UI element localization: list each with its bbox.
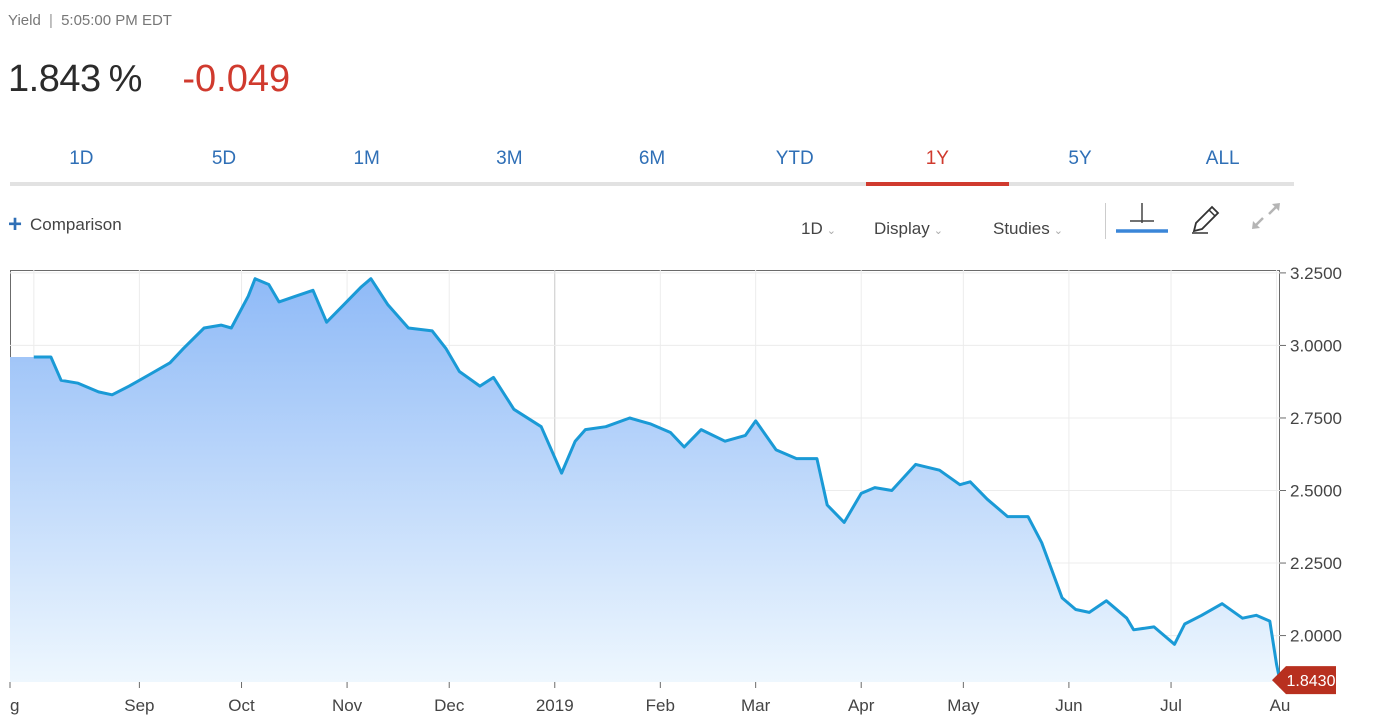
x-tick-label: Oct	[228, 696, 255, 715]
range-tab-1d[interactable]: 1D	[69, 148, 94, 169]
yield-area	[10, 278, 1280, 682]
display-label: Display	[874, 219, 930, 238]
x-tick-label: Apr	[848, 696, 875, 715]
status-separator: |	[48, 12, 53, 29]
range-tab-3m[interactable]: 3M	[496, 148, 523, 169]
x-tick-label: Jul	[1160, 696, 1182, 715]
x-tick-label: Jun	[1055, 696, 1082, 715]
chevron-down-icon: ⌄	[1053, 225, 1063, 237]
x-tick-label: Feb	[646, 696, 675, 715]
x-tick-label: Mar	[741, 696, 771, 715]
studies-label: Studies	[993, 219, 1050, 238]
range-tab-1y[interactable]: 1Y	[866, 140, 1009, 186]
range-tab-1m[interactable]: 1M	[353, 148, 380, 169]
draw-tool-button[interactable]	[1186, 201, 1226, 242]
range-tab-5d[interactable]: 5D	[211, 148, 237, 169]
range-tabs: 1D 5D 1M 3M 6M YTD 1Y 5Y ALL	[10, 140, 1294, 186]
expand-icon	[1252, 203, 1280, 229]
y-tick-label: 3.2500	[1290, 264, 1342, 283]
comparison-button[interactable]: + Comparison	[8, 211, 122, 238]
last-value: 1.843	[8, 58, 101, 100]
y-tick-label: 2.2500	[1290, 554, 1342, 573]
fullscreen-button[interactable]	[1246, 199, 1286, 240]
pencil-icon	[1192, 205, 1220, 234]
x-tick-label: Au	[1270, 696, 1291, 715]
y-tick-label: 2.5000	[1290, 482, 1342, 501]
range-tab-5y[interactable]: 5Y	[1068, 148, 1092, 169]
interval-dropdown[interactable]: 1D ⌄	[801, 219, 836, 239]
quote-time: 5:05:00 PM EDT	[61, 12, 172, 29]
comparison-label: Comparison	[30, 215, 122, 234]
y-tick-label: 2.7500	[1290, 409, 1342, 428]
x-tick-label: Sep	[124, 696, 154, 715]
x-tick-label: 2019	[536, 696, 574, 715]
chevron-down-icon: ⌄	[933, 225, 943, 237]
range-tab-all[interactable]: ALL	[1205, 148, 1240, 169]
chart-toolbar: + Comparison 1D ⌄ Display ⌄ Studies ⌄	[8, 203, 1298, 253]
toolbar-divider	[1105, 203, 1106, 239]
chevron-down-icon: ⌄	[826, 225, 836, 237]
y-tick-label: 3.0000	[1290, 336, 1342, 355]
y-tick-label: 2.0000	[1290, 627, 1342, 646]
crosshair-icon	[1116, 203, 1168, 233]
change-value: -0.049	[182, 58, 291, 100]
quote-row: 1.843 % -0.049	[8, 58, 290, 101]
interval-label: 1D	[801, 219, 823, 238]
studies-dropdown[interactable]: Studies ⌄	[993, 219, 1063, 239]
x-tick-label: Nov	[332, 696, 363, 715]
x-tick-label: Dec	[434, 696, 465, 715]
range-tab-6m[interactable]: 6M	[638, 148, 666, 169]
x-tick-label: g	[10, 696, 19, 715]
instrument-label: Yield	[8, 12, 41, 29]
last-price-label: 1.8430	[1287, 673, 1336, 690]
range-tab-ytd[interactable]: YTD	[775, 148, 814, 169]
last-unit: %	[108, 58, 143, 100]
last-price-tag	[1272, 666, 1336, 695]
x-tick-label: May	[947, 696, 980, 715]
crosshair-tool-button[interactable]	[1114, 201, 1170, 242]
status-line: Yield | 5:05:00 PM EDT	[8, 12, 172, 29]
yield-line	[33, 277, 1282, 682]
display-dropdown[interactable]: Display ⌄	[874, 219, 943, 239]
plus-icon: +	[8, 211, 23, 238]
